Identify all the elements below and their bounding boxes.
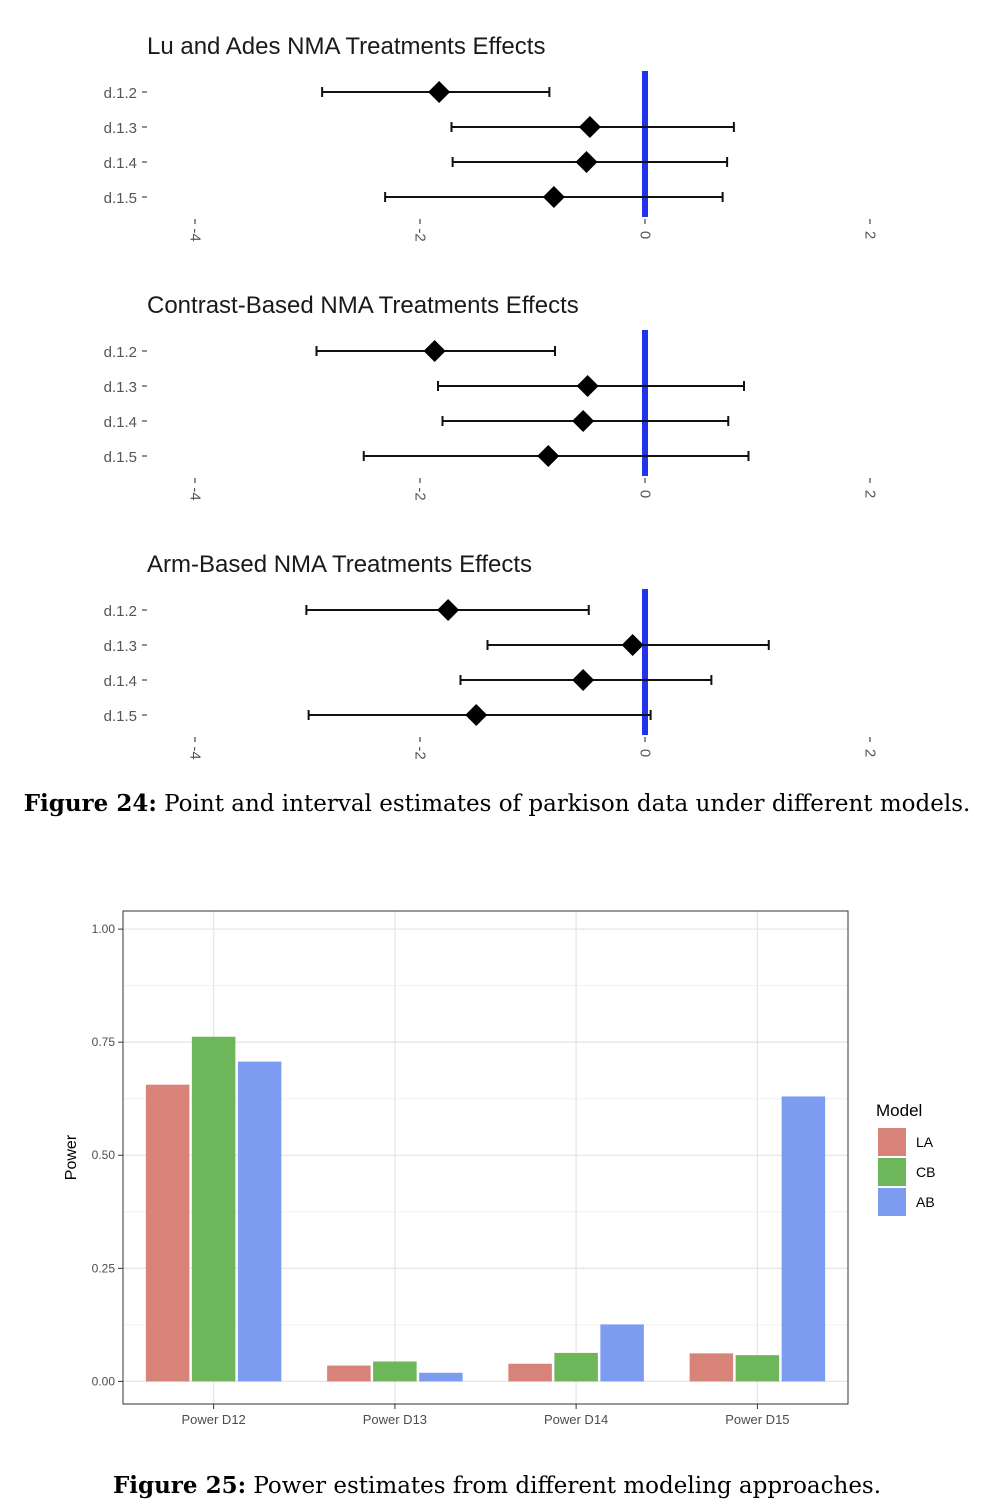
x-tick-label: 0 [637, 749, 654, 757]
x-tick-label: Power D14 [544, 1412, 608, 1427]
figure-24-label: Figure 24: [23, 790, 157, 817]
legend-key-ab [878, 1188, 906, 1216]
y-tick-label: 1.00 [92, 922, 116, 936]
forest-panel-2: Contrast-Based NMA Treatments Effects d.1… [104, 292, 879, 501]
forest-panel-3: Arm-Based NMA Treatments Effects d.1.2 d.1… [104, 551, 879, 760]
y-tick-label: 0.25 [92, 1261, 116, 1275]
point-estimate [578, 116, 601, 138]
point-estimate [423, 340, 446, 362]
x-tick-label: -4 [187, 487, 204, 500]
row-label: d.1.2 [104, 344, 137, 361]
x-tick-label: 0 [637, 231, 654, 239]
point-estimate [542, 186, 565, 208]
point-estimate [537, 445, 560, 467]
bar-cb [373, 1361, 417, 1382]
y-tick-label: 0.00 [92, 1374, 116, 1388]
figure-25-text: Power estimates from different modeling … [246, 1473, 882, 1499]
figure-25-caption: Figure 25: Power estimates from differen… [0, 1472, 994, 1499]
bar-ab [237, 1061, 282, 1382]
x-tick-label: Power D12 [181, 1412, 245, 1427]
legend-label: AB [916, 1194, 935, 1210]
figure-24-caption: Figure 24: Point and interval estimates … [0, 790, 994, 817]
legend-key-cb [878, 1158, 906, 1186]
point-estimate [621, 634, 644, 656]
panel-title: Arm-Based NMA Treatments Effects [147, 551, 532, 578]
point-estimate [465, 704, 488, 726]
x-tick-label: -2 [412, 746, 429, 759]
x-tick-label: Power D13 [363, 1412, 427, 1427]
bar-ab [781, 1096, 826, 1382]
bar-ab [419, 1372, 463, 1382]
forest-panel-1: Lu and Ades NMA Treatments Effects d.1.2 d… [104, 33, 879, 242]
legend: Model LA CB AB [876, 1101, 935, 1216]
x-tick-label: 2 [862, 749, 879, 757]
figure-25-label: Figure 25: [112, 1472, 247, 1499]
panel-border [122, 910, 849, 1405]
row-label: d.1.4 [104, 673, 137, 690]
row-label: d.1.3 [104, 638, 137, 655]
legend-label: LA [916, 1134, 934, 1150]
x-tick-label: -4 [187, 746, 204, 759]
point-estimate [575, 151, 598, 173]
x-tick-label: 2 [862, 490, 879, 498]
bar-cb [735, 1355, 780, 1382]
bar-la [508, 1363, 552, 1382]
power-bar-chart: 0.00 0.25 0.50 0.75 1.00 Power D12 Power D13 Po… [63, 910, 935, 1427]
bar-la [327, 1365, 371, 1382]
legend-key-la [878, 1128, 906, 1156]
x-tick-label: -2 [412, 228, 429, 241]
point-estimate [572, 410, 595, 432]
row-label: d.1.4 [104, 414, 137, 431]
bar-la [689, 1353, 734, 1382]
bar-ab [600, 1324, 644, 1382]
x-tick-label: Power D15 [725, 1412, 789, 1427]
row-label: d.1.2 [104, 85, 137, 102]
y-axis-label: Power [63, 1134, 80, 1180]
x-tick-label: 0 [637, 490, 654, 498]
forest-plots: Lu and Ades NMA Treatments Effects d.1.2 d… [104, 33, 879, 760]
bar-panel: 0.00 0.25 0.50 0.75 1.00 Power D12 Power D13 Po… [63, 910, 849, 1427]
bar-cb [191, 1036, 236, 1382]
row-label: d.1.3 [104, 379, 137, 396]
panel-title: Lu and Ades NMA Treatments Effects [147, 33, 545, 60]
legend-title: Model [876, 1101, 922, 1120]
panel-title: Contrast-Based NMA Treatments Effects [147, 292, 579, 319]
point-estimate [437, 599, 460, 621]
row-label: d.1.5 [104, 449, 137, 466]
x-tick-label: 2 [862, 231, 879, 239]
point-estimate [572, 669, 595, 691]
x-tick-label: -2 [412, 487, 429, 500]
x-tick-label: -4 [187, 228, 204, 241]
row-label: d.1.2 [104, 603, 137, 620]
y-tick-label: 0.50 [92, 1148, 116, 1162]
row-label: d.1.4 [104, 155, 137, 172]
legend-label: CB [916, 1164, 935, 1180]
y-tick-label: 0.75 [92, 1035, 116, 1049]
bar-la [145, 1084, 190, 1382]
bar-cb [554, 1352, 598, 1382]
row-label: d.1.3 [104, 120, 137, 137]
figure-24-text: Point and interval estimates of parkison… [156, 791, 971, 817]
row-label: d.1.5 [104, 190, 137, 207]
point-estimate [576, 375, 599, 397]
row-label: d.1.5 [104, 708, 137, 725]
point-estimate [428, 81, 451, 103]
